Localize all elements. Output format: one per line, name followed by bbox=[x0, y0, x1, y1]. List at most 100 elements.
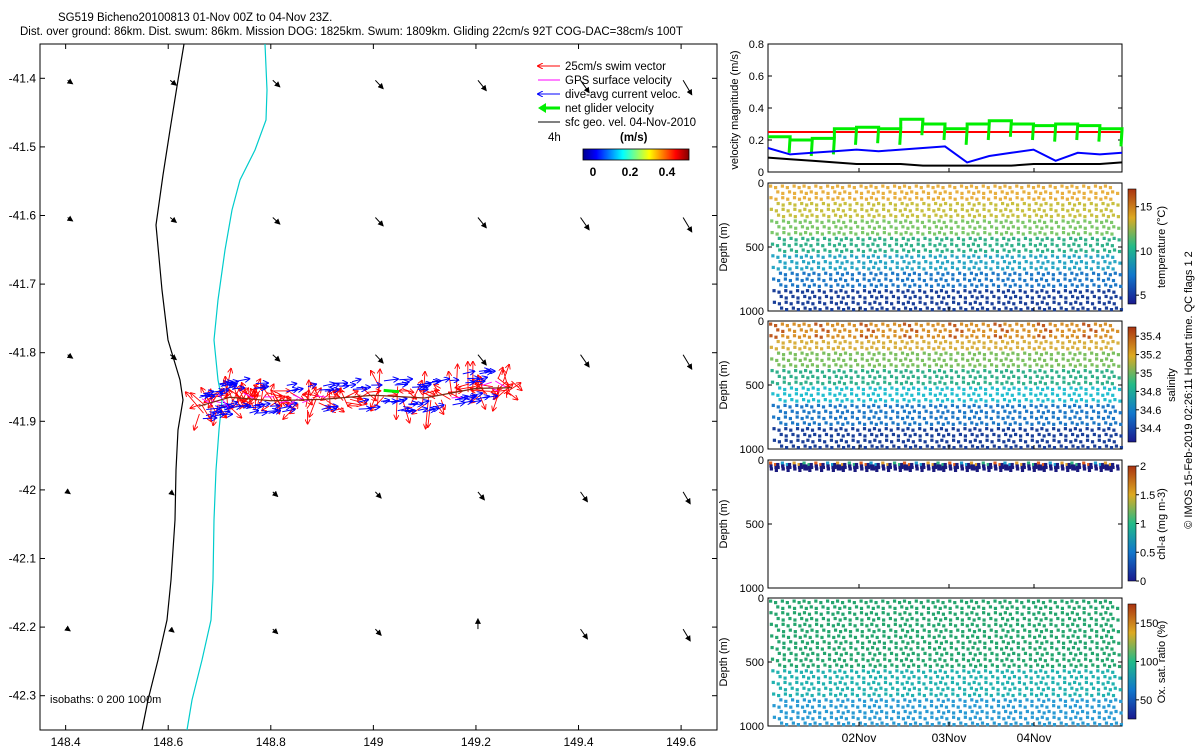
profile-sample-marker bbox=[955, 255, 959, 259]
profile-sample-marker bbox=[1083, 364, 1087, 368]
profile-sample-marker bbox=[871, 191, 875, 196]
profile-sample-marker bbox=[910, 670, 914, 674]
profile-sample-marker bbox=[809, 255, 813, 259]
current-vector-arrow bbox=[199, 395, 208, 397]
profile-sample-marker bbox=[844, 363, 848, 367]
profile-sample-marker bbox=[873, 300, 877, 304]
profile-sample-marker bbox=[793, 357, 797, 361]
profile-sample-marker bbox=[864, 465, 869, 470]
profile-sample-marker bbox=[1094, 622, 1098, 626]
profile-sample-marker bbox=[942, 308, 946, 312]
profile-sample-marker bbox=[1050, 387, 1055, 392]
profile-sample-marker bbox=[951, 289, 955, 293]
profile-sample-marker bbox=[855, 278, 859, 283]
profile-sample-marker bbox=[815, 467, 819, 471]
profile-sample-marker bbox=[978, 374, 982, 378]
profile-sample-marker bbox=[822, 278, 826, 283]
profile-sample-marker bbox=[862, 273, 866, 277]
profile-sample-marker bbox=[848, 345, 852, 349]
profile-sample-marker bbox=[861, 226, 865, 230]
profile-sample-marker bbox=[926, 322, 930, 326]
profile-sample-marker bbox=[1089, 465, 1093, 470]
profile-sample-marker bbox=[1028, 653, 1033, 657]
profile-sample-marker bbox=[1006, 630, 1010, 634]
profile-sample-marker bbox=[884, 411, 888, 415]
profile-sample-marker bbox=[863, 723, 867, 727]
profile-sample-marker bbox=[838, 618, 842, 622]
profile-sample-marker bbox=[860, 630, 864, 634]
profile-sample-marker bbox=[920, 335, 924, 339]
profile-sample-marker bbox=[1039, 680, 1043, 685]
profile-sample-marker bbox=[906, 300, 910, 304]
profile-sample-marker bbox=[1090, 290, 1094, 294]
profile-sample-marker bbox=[864, 612, 869, 616]
profile-sample-marker bbox=[1009, 647, 1014, 651]
profile-sample-marker bbox=[1066, 232, 1071, 236]
profile-sample-marker bbox=[983, 376, 987, 380]
profile-sample-marker bbox=[1073, 265, 1077, 270]
profile-sample-marker bbox=[807, 284, 811, 288]
profile-sample-marker bbox=[1075, 465, 1079, 470]
profile-sample-marker bbox=[820, 468, 824, 473]
profile-sample-marker bbox=[877, 351, 881, 355]
profile-sample-marker bbox=[900, 465, 904, 470]
profile-sample-marker bbox=[1009, 220, 1013, 225]
profile-sample-marker bbox=[1056, 339, 1060, 344]
profile-sample-marker bbox=[844, 225, 848, 229]
profile-sample-marker bbox=[1087, 468, 1092, 473]
profile-sample-marker bbox=[995, 376, 999, 380]
profile-sample-marker bbox=[1061, 368, 1066, 373]
profile-sample-marker bbox=[816, 399, 821, 403]
profile-sample-marker bbox=[1017, 261, 1022, 265]
profile-sample-marker bbox=[989, 465, 993, 470]
profile-sample-marker bbox=[915, 207, 919, 211]
profile-sample-marker bbox=[872, 341, 876, 345]
profile-sample-marker bbox=[1036, 184, 1041, 188]
profile-sample-marker bbox=[1031, 463, 1036, 467]
profile-sample-marker bbox=[1082, 191, 1086, 196]
profile-sample-marker bbox=[822, 416, 826, 421]
profile-sample-marker bbox=[911, 290, 915, 294]
profile-sample-marker bbox=[947, 294, 951, 299]
profile-sample-marker bbox=[1100, 659, 1104, 663]
profile-sample-marker bbox=[1008, 463, 1012, 467]
profile-sample-marker bbox=[1015, 207, 1020, 211]
profile-sample-marker bbox=[1089, 393, 1093, 397]
profile-sample-marker bbox=[946, 686, 950, 690]
profile-sample-marker bbox=[1112, 363, 1116, 367]
profile-sample-marker bbox=[1111, 213, 1115, 217]
profile-sample-marker bbox=[844, 693, 848, 698]
profile-sample-marker bbox=[961, 630, 965, 634]
profile-sample-marker bbox=[975, 209, 979, 213]
swim-vector-arrow bbox=[226, 393, 232, 397]
profile-sample-marker bbox=[1047, 444, 1052, 448]
profile-sample-marker bbox=[928, 249, 932, 254]
profile-sample-marker bbox=[1002, 386, 1006, 390]
profile-sample-marker bbox=[829, 699, 833, 703]
profile-sample-marker bbox=[972, 191, 976, 196]
profile-sample-marker bbox=[799, 190, 803, 194]
profile-sample-marker bbox=[973, 438, 977, 442]
profile-sample-marker bbox=[1019, 446, 1023, 450]
profile-sample-marker bbox=[844, 640, 848, 644]
profile-sample-marker bbox=[896, 300, 900, 304]
profile-sample-marker bbox=[1028, 630, 1032, 634]
profile-sample-marker bbox=[786, 468, 790, 473]
profile-sample-marker bbox=[960, 341, 964, 345]
profile-sample-marker bbox=[1051, 415, 1055, 419]
profile-sample-marker bbox=[1049, 334, 1053, 338]
profile-sample-marker bbox=[930, 715, 934, 719]
profile-sample-marker bbox=[936, 686, 940, 690]
profile-sample-marker bbox=[788, 393, 792, 397]
profile-sample-marker bbox=[1114, 698, 1118, 702]
profile-sample-marker bbox=[1044, 462, 1048, 467]
profile-sample-marker bbox=[808, 711, 812, 715]
profile-sample-marker bbox=[837, 657, 842, 661]
profile-sample-marker bbox=[782, 368, 786, 373]
profile-sample-marker bbox=[1076, 308, 1080, 312]
profile-sample-marker bbox=[883, 380, 887, 384]
profile-sample-marker bbox=[882, 618, 886, 622]
profile-sample-marker bbox=[831, 601, 835, 605]
profile-sample-marker bbox=[961, 657, 966, 661]
profile-sample-marker bbox=[888, 328, 892, 332]
